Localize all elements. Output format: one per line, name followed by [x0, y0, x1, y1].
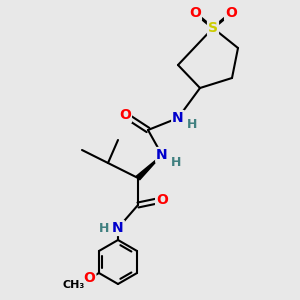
Text: CH₃: CH₃	[63, 280, 85, 290]
Text: N: N	[156, 148, 168, 162]
Text: O: O	[83, 272, 95, 286]
Text: H: H	[99, 221, 109, 235]
Text: O: O	[189, 6, 201, 20]
Text: N: N	[112, 221, 124, 235]
Text: O: O	[156, 193, 168, 207]
Text: O: O	[225, 6, 237, 20]
Polygon shape	[136, 155, 162, 180]
Text: O: O	[119, 108, 131, 122]
Text: S: S	[208, 21, 218, 35]
Text: N: N	[172, 111, 184, 125]
Text: H: H	[187, 118, 197, 131]
Text: H: H	[171, 157, 181, 169]
